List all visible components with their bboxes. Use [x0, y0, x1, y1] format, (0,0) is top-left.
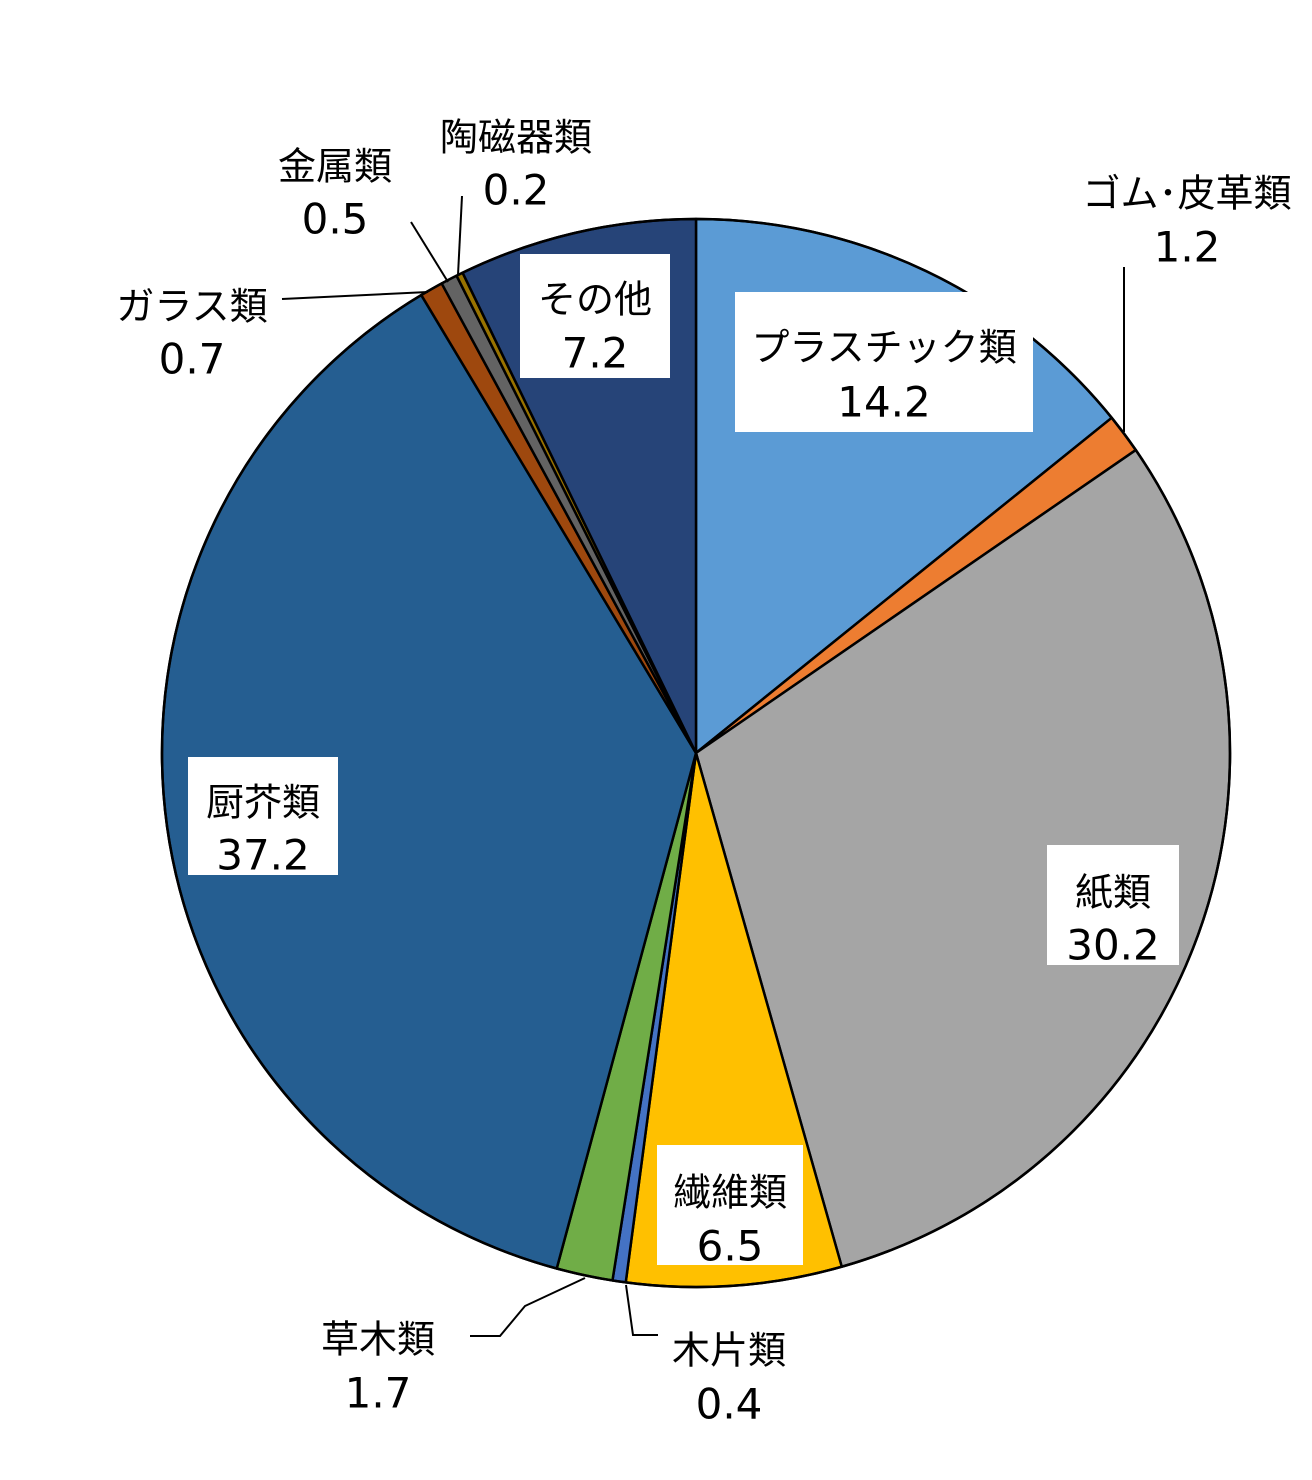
slice-name-label: 金属類	[278, 145, 392, 189]
slice-value-label: 0.5	[302, 195, 369, 244]
label-box	[735, 292, 1033, 432]
label-box	[520, 254, 670, 378]
slice-value-label: 0.7	[159, 335, 226, 384]
leader-line	[410, 221, 449, 283]
slice-name-label: プラスチック類	[751, 326, 1016, 370]
slice-name-label: 厨芥類	[206, 781, 320, 825]
slice-name-label: 繊維類	[673, 1171, 787, 1215]
slice-name-label: 木片類	[672, 1329, 786, 1373]
slice-name-label: 紙類	[1075, 871, 1151, 915]
slice-value-label: 30.2	[1066, 921, 1160, 970]
slice-value-label: 14.2	[837, 378, 931, 427]
slice-name-label: 草木類	[321, 1318, 435, 1362]
slice-value-label: 1.7	[345, 1369, 412, 1418]
label-box	[1047, 845, 1179, 965]
slice-value-label: 7.2	[562, 329, 629, 378]
slice-name-label: 陶磁器類	[440, 116, 592, 160]
pie-outline	[160, 217, 1232, 1289]
slice-value-label: 1.2	[1154, 223, 1221, 272]
leader-lines	[281, 195, 1125, 1337]
slice-labels: プラスチック類 14.2 ゴム･皮革類 1.2 紙類 30.2 繊維類 6.5 木片類 0.4 草木…	[116, 116, 1291, 1429]
leader-line	[281, 291, 429, 300]
slice-name-label: ゴム･皮革類	[1082, 172, 1291, 216]
label-box	[657, 1145, 803, 1265]
slice-value-label: 0.4	[696, 1380, 763, 1429]
slice-value-label: 37.2	[216, 831, 310, 880]
leader-line	[625, 1284, 658, 1336]
slice-name-label: ガラス類	[116, 285, 267, 329]
slice-name-label: その他	[538, 278, 652, 322]
leader-line	[457, 195, 463, 276]
leader-line	[470, 1277, 586, 1337]
pie-slices	[160, 217, 1232, 1289]
slice-value-label: 0.2	[483, 166, 550, 215]
slice-value-label: 6.5	[697, 1222, 764, 1271]
label-box	[188, 757, 338, 875]
